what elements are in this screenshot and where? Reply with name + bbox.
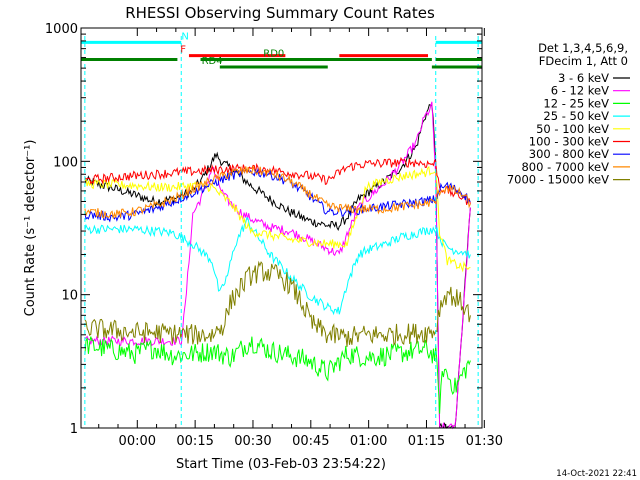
x-tick-label-2: 00:30: [234, 434, 271, 449]
x-tick-label-5: 01:15: [408, 434, 445, 449]
flag-label-3: RD4: [202, 56, 223, 67]
y-tick-label-1: 10: [61, 289, 78, 304]
legend-label-5: 100 - 300 keV: [529, 135, 609, 149]
y-tick-label-3: 1000: [45, 22, 78, 37]
x-tick-label-4: 01:00: [350, 434, 387, 449]
series-line-1: [84, 101, 471, 430]
series-line-3: [84, 216, 471, 316]
flag-label-1: F: [180, 45, 186, 56]
series-line-8: [84, 260, 471, 347]
legend-label-8: 7000 - 15000 keV: [507, 173, 609, 187]
x-axis-label: Start Time (03-Feb-03 23:54:22): [176, 457, 386, 472]
legend-label-0: 3 - 6 keV: [558, 71, 609, 85]
legend-label-6: 300 - 800 keV: [529, 147, 609, 161]
series-line-4: [84, 165, 471, 273]
series-line-7: [84, 165, 471, 219]
y-axis-label: Count Rate (s⁻¹ detector⁻¹): [23, 140, 38, 317]
legend: Det 1,3,4,5,6,9, FDecim 1, Att 0 3 - 6 k…: [507, 41, 630, 187]
series-layer: [84, 101, 471, 430]
series-line-2: [84, 336, 471, 414]
x-tick-label-1: 00:15: [176, 434, 213, 449]
axes-layer: 00:00 00:15 00:30 00:45 01:00 01:15 01:30 1 10 10…: [45, 22, 503, 449]
y-tick-label-2: 100: [53, 155, 78, 170]
flag-label-0: N: [181, 31, 188, 42]
plot-frame: [80, 27, 483, 429]
legend-label-7: 800 - 7000 keV: [521, 160, 609, 174]
legend-label-2: 12 - 25 keV: [543, 96, 609, 110]
legend-label-1: 6 - 12 keV: [551, 84, 609, 98]
series-line-0: [84, 104, 471, 429]
legend-header-line-2: FDecim 1, Att 0: [539, 54, 628, 68]
series-line-6: [84, 166, 471, 223]
x-tick-label-6: 01:30: [466, 434, 503, 449]
series-line-5: [84, 156, 471, 205]
x-tick-label-0: 00:00: [119, 434, 156, 449]
legend-header-line-1: Det 1,3,4,5,6,9,: [538, 41, 628, 55]
timestamp: 14-Oct-2021 22:41: [556, 469, 637, 479]
y-tick-label-0: 1: [70, 422, 78, 437]
legend-label-4: 50 - 100 keV: [536, 122, 609, 136]
chart-title: RHESSI Observing Summary Count Rates: [125, 4, 435, 22]
flag-label-2: RD0: [263, 49, 284, 60]
legend-label-3: 25 - 50 keV: [543, 109, 609, 123]
flags-layer: NF RD0 RD4: [81, 31, 482, 428]
x-tick-label-3: 00:45: [292, 434, 329, 449]
